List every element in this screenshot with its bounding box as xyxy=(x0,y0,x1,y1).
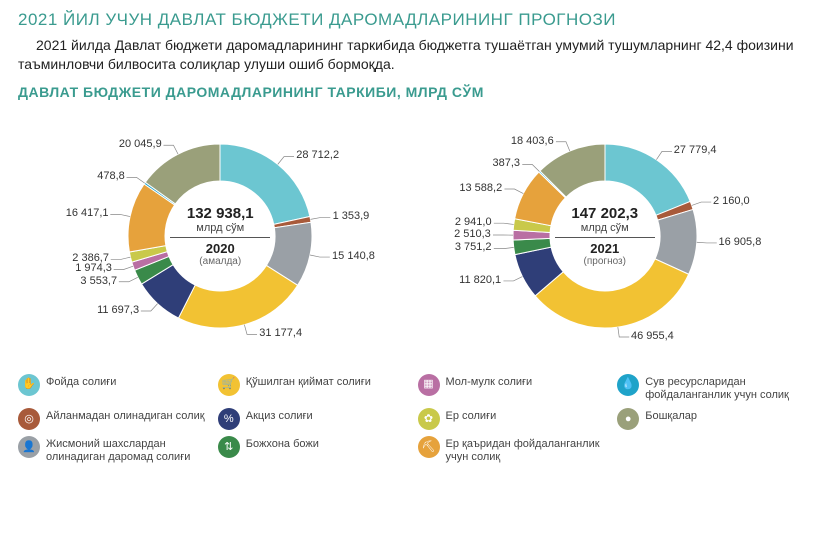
donut-chart: 132 938,1 млрд сўм 2020 (амалда) 28 712,2… xyxy=(35,106,405,366)
slice-label: 1 353,9 xyxy=(333,210,370,222)
legend-icon: ▦ xyxy=(418,374,440,396)
donut-center: 147 202,3 млрд сўм 2021 (прогноз) xyxy=(545,205,665,267)
legend-icon: % xyxy=(218,408,240,430)
center-total: 132 938,1 xyxy=(160,205,280,222)
legend-label: Ер солиғи xyxy=(446,408,608,423)
slice-label: 13 588,2 xyxy=(459,182,502,194)
legend-item: ⛏ Ер қаъридан фойдалан­ганлик учун солиқ xyxy=(418,436,608,464)
legend-item: ● Бошқалар xyxy=(617,408,807,430)
center-note: (амалда) xyxy=(160,256,280,267)
slice-label: 11 820,1 xyxy=(459,274,501,286)
legend-icon: ◎ xyxy=(18,408,40,430)
legend-item: 👤 Жисмоний шахслардан олинадиган даромад… xyxy=(18,436,208,464)
center-year: 2020 xyxy=(160,241,280,256)
donut-slice xyxy=(179,265,298,328)
legend-label: Айланмадан олинадиган солиқ xyxy=(46,408,208,423)
legend-icon: 🛒 xyxy=(218,374,240,396)
charts-row: 132 938,1 млрд сўм 2020 (амалда) 28 712,2… xyxy=(18,106,807,366)
legend-icon: ● xyxy=(617,408,639,430)
slice-label: 478,8 xyxy=(97,170,125,182)
donut-chart: 147 202,3 млрд сўм 2021 (прогноз) 27 779,… xyxy=(420,106,790,366)
legend-item: ✋ Фойда солиғи xyxy=(18,374,208,402)
slice-label: 2 510,3 xyxy=(454,228,491,240)
legend-label: Сув ресурсларидан фойдаланганлик учун со… xyxy=(645,374,807,402)
donut-center: 132 938,1 млрд сўм 2020 (амалда) xyxy=(160,205,280,267)
slice-label: 2 386,7 xyxy=(72,252,109,264)
slice-label: 3 553,7 xyxy=(80,275,117,287)
legend-item: 💧 Сув ресурсларидан фойдаланганлик учун … xyxy=(617,374,807,402)
center-unit: млрд сўм xyxy=(170,222,270,238)
slice-label: 2 160,0 xyxy=(713,195,750,207)
legend-item: % Акциз солиғи xyxy=(218,408,408,430)
slice-label: 16 905,8 xyxy=(719,236,762,248)
slice-label: 20 045,9 xyxy=(119,138,162,150)
legend-item: ⇅ Божхона божи xyxy=(218,436,408,464)
slice-label: 28 712,2 xyxy=(296,149,339,161)
slice-label: 46 955,4 xyxy=(631,330,674,342)
legend-icon: ✋ xyxy=(18,374,40,396)
legend-icon: ✿ xyxy=(418,408,440,430)
legend-item: ✿ Ер солиғи xyxy=(418,408,608,430)
slice-label: 11 697,3 xyxy=(97,304,139,316)
slice-label: 3 751,2 xyxy=(455,241,492,253)
legend-label: Жисмоний шахслардан олинадиган даромад с… xyxy=(46,436,208,464)
center-unit: млрд сўм xyxy=(555,222,655,238)
legend-label: Акциз солиғи xyxy=(246,408,408,423)
legend-icon: ⇅ xyxy=(218,436,240,458)
slice-label: 15 140,8 xyxy=(332,250,375,262)
legend-label: Мол-мулк солиғи xyxy=(446,374,608,389)
legend-label: Бошқалар xyxy=(645,408,807,423)
legend-item: 🛒 Қўшилган қиймат солиғи xyxy=(218,374,408,402)
legend-icon: 👤 xyxy=(18,436,40,458)
legend: ✋ Фойда солиғи 🛒 Қўшилган қиймат солиғи ▦ … xyxy=(18,374,807,465)
intro-text: 2021 йилда Давлат бюджети даромадларинин… xyxy=(18,36,807,74)
center-note: (прогноз) xyxy=(545,256,665,267)
legend-label: Фойда солиғи xyxy=(46,374,208,389)
slice-label: 18 403,6 xyxy=(511,135,554,147)
legend-label: Қўшилган қиймат солиғи xyxy=(246,374,408,389)
subtitle: ДАВЛАТ БЮДЖЕТИ ДАРОМАДЛАРИНИНГ ТАРКИБИ, … xyxy=(18,84,807,100)
center-year: 2021 xyxy=(545,241,665,256)
slice-label: 31 177,4 xyxy=(259,327,302,339)
legend-item: ▦ Мол-мулк солиғи xyxy=(418,374,608,402)
legend-label: Ер қаъридан фойдалан­ганлик учун солиқ xyxy=(446,436,608,464)
slice-label: 16 417,1 xyxy=(66,207,109,219)
legend-label: Божхона божи xyxy=(246,436,408,451)
legend-icon: ⛏ xyxy=(418,436,440,458)
center-total: 147 202,3 xyxy=(545,205,665,222)
slice-label: 387,3 xyxy=(493,157,521,169)
legend-item: ◎ Айланмадан олинадиган солиқ xyxy=(18,408,208,430)
slice-label: 2 941,0 xyxy=(455,216,492,228)
slice-label: 27 779,4 xyxy=(674,144,717,156)
legend-icon: 💧 xyxy=(617,374,639,396)
page-title: 2021 ЙИЛ УЧУН ДАВЛАТ БЮДЖЕТИ ДАРОМАДЛАРИ… xyxy=(18,10,807,30)
